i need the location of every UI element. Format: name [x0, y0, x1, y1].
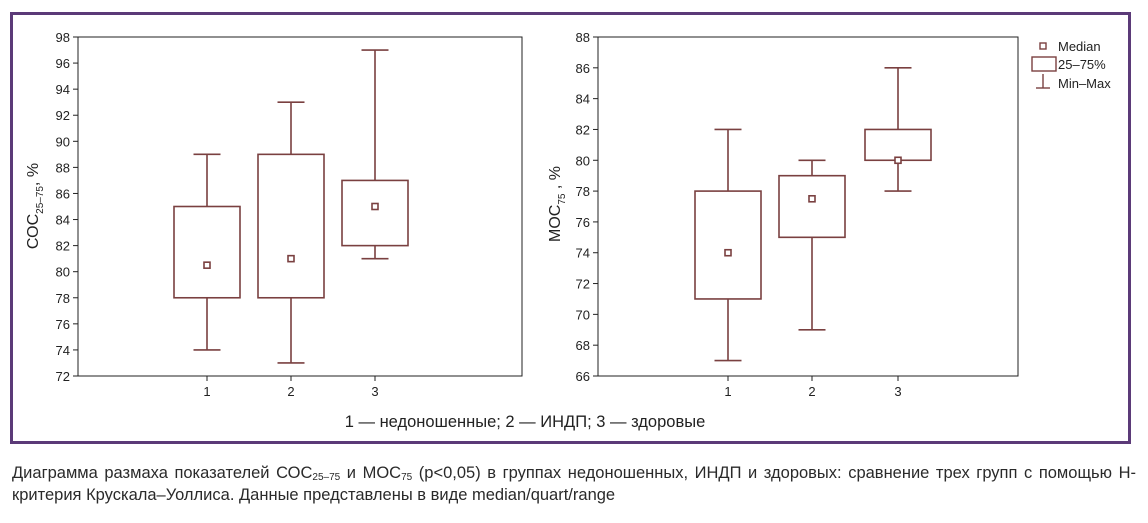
x-tick-label: 1	[203, 384, 210, 399]
y-tick-label: 66	[576, 369, 590, 384]
y-axis-label-unit: , %	[25, 163, 42, 186]
box-group-2	[778, 159, 846, 331]
x-tick-label: 2	[287, 384, 294, 399]
median-marker	[203, 261, 211, 269]
y-tick-label: 74	[56, 343, 70, 358]
y-tick-label: 76	[576, 215, 590, 230]
caption-sub-1: 25–75	[312, 472, 341, 483]
y-tick-label: 86	[56, 186, 70, 201]
box-group-1	[694, 128, 762, 362]
y-axis-label-sub: 25–75	[35, 186, 46, 214]
y-axis-label-unit: , %	[547, 166, 564, 194]
plot-area-border	[597, 36, 1019, 377]
y-axis-label: СОС25–75, %	[25, 163, 46, 249]
y-tick-label: 80	[56, 265, 70, 280]
y-tick-label: 88	[576, 30, 590, 45]
y-axis-label: МОС75 , %	[547, 166, 568, 242]
iqr-box	[173, 205, 241, 299]
y-tick-label: 90	[56, 134, 70, 149]
figure-caption: Диаграмма размаха показателей СОС25–75 и…	[12, 462, 1136, 506]
y-tick-label: 78	[56, 291, 70, 306]
median-marker	[371, 202, 379, 211]
plot-area-border	[77, 36, 523, 377]
y-tick-label: 92	[56, 108, 70, 123]
x-tick-label: 3	[894, 384, 901, 399]
chart-panel-1: 72 74 76 78 80 82 84 86 88 90 92 94 96 98 1 2 3 СОС25–75,…	[25, 30, 523, 399]
box-group-1	[173, 153, 241, 351]
legend-label-median: Median	[1058, 39, 1101, 54]
box-group-3	[341, 49, 409, 260]
y-axis-label-main: МОС	[547, 205, 564, 242]
y-axis-label-main: СОС	[25, 214, 42, 249]
box-group-3	[864, 67, 932, 192]
y-tick-label: 84	[576, 92, 590, 107]
median-marker	[808, 194, 816, 203]
median-marker	[894, 156, 902, 165]
caption-text-1: Диаграмма размаха показателей СОС	[12, 464, 313, 482]
median-marker	[724, 248, 732, 257]
x-tick-label: 3	[371, 384, 378, 399]
iqr-box	[864, 128, 932, 162]
y-tick-label: 72	[576, 277, 590, 292]
legend-box-swatch	[1031, 56, 1057, 72]
legend-median-swatch	[1039, 42, 1047, 50]
y-tick-label: 80	[576, 153, 590, 168]
iqr-box	[778, 174, 846, 239]
y-tick-label: 88	[56, 160, 70, 175]
chart-panel-2: 66 68 70 72 74 76 78 80 82 84 86 88 1 2 3 МОС75 , % Medi…	[547, 30, 1111, 399]
y-tick-label: 68	[576, 338, 590, 353]
y-tick-label: 72	[56, 369, 70, 384]
y-tick-label: 86	[576, 61, 590, 76]
y-axis-label-sub: 75	[557, 193, 568, 205]
y-tick-label: 84	[56, 213, 70, 228]
y-tick-label: 70	[576, 307, 590, 322]
boxplot-figure: 72 74 76 78 80 82 84 86 88 90 92 94 96 98 1 2 3 СОС25–75,…	[25, 30, 1111, 431]
group-footnote: 1 — недоношенные; 2 — ИНДП; 3 — здоровые	[345, 413, 706, 431]
y-tick-label: 82	[56, 239, 70, 254]
caption-text-2: и МОС	[340, 464, 402, 482]
y-tick-label: 82	[576, 122, 590, 137]
legend-label-box: 25–75%	[1058, 57, 1106, 72]
y-tick-label: 96	[56, 56, 70, 71]
y-tick-label: 78	[576, 184, 590, 199]
x-tick-label: 1	[724, 384, 731, 399]
caption-text-3: (p<0,05) в группах недоношенных, ИНДП и …	[12, 464, 1136, 504]
x-tick-label: 2	[808, 384, 815, 399]
y-tick-label: 98	[56, 30, 70, 45]
y-tick-label: 94	[56, 82, 70, 97]
legend: Median 25–75% Min–Max	[1031, 39, 1111, 91]
box-group-2	[257, 101, 325, 364]
y-tick-label: 76	[56, 317, 70, 332]
caption-sub-2: 75	[401, 472, 413, 483]
legend-label-whisker: Min–Max	[1058, 76, 1111, 91]
iqr-box	[257, 153, 325, 299]
iqr-box	[694, 190, 762, 300]
iqr-box	[341, 179, 409, 247]
y-tick-label: 74	[576, 246, 590, 261]
median-marker	[287, 254, 295, 263]
